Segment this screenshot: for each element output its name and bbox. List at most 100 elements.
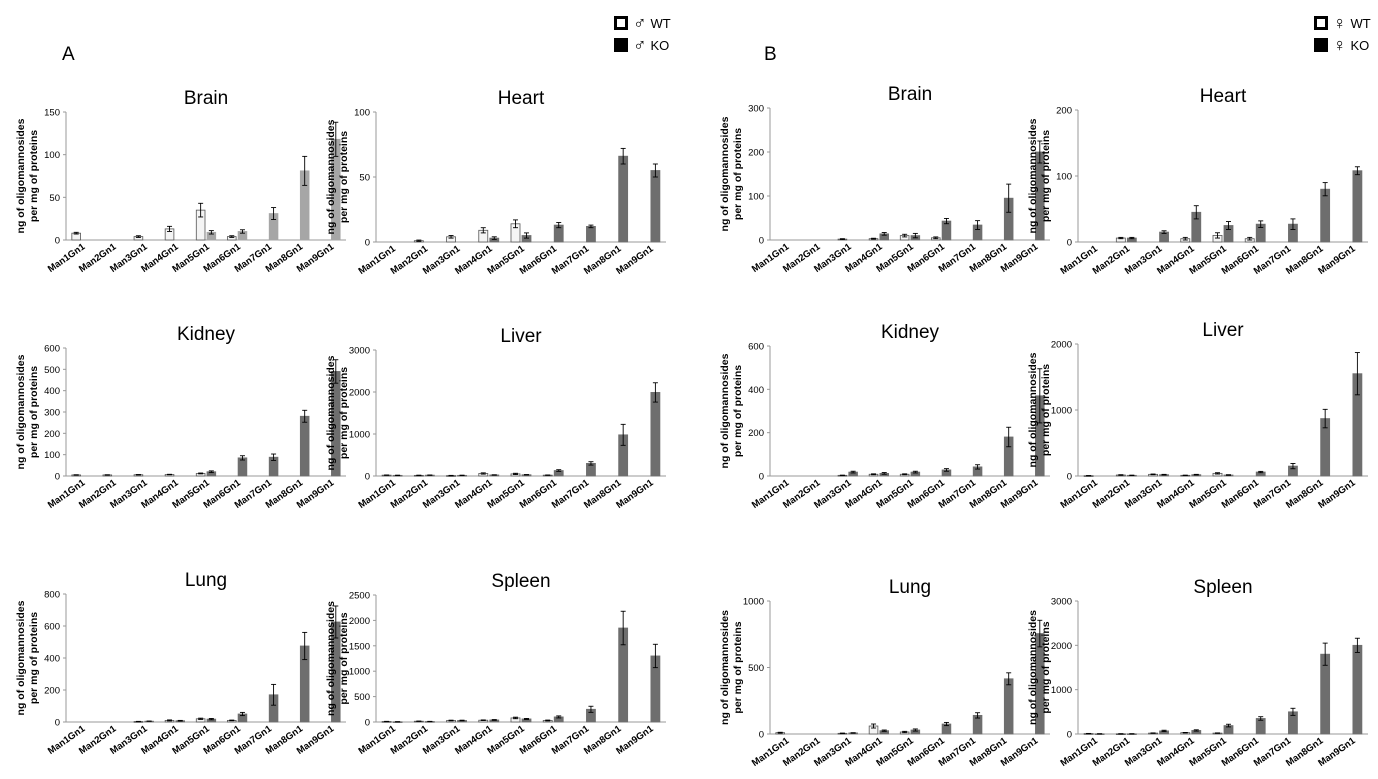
- error-bar: [1118, 236, 1124, 240]
- ko-swatch: [1314, 38, 1328, 52]
- error-bar: [1193, 205, 1199, 220]
- male-symbol-icon: ♂: [633, 35, 647, 55]
- error-bar: [513, 716, 518, 720]
- error-bar: [1037, 619, 1043, 648]
- female-symbol-icon: ♀: [1333, 35, 1347, 55]
- error-bar: [871, 237, 877, 240]
- y-tick-label: 400: [748, 385, 764, 396]
- y-tick-label: 3000: [349, 346, 370, 357]
- error-bar: [850, 470, 856, 474]
- chart-title: Kidney: [177, 324, 236, 345]
- error-bar: [491, 719, 497, 721]
- error-bar: [588, 224, 594, 229]
- chart-b-lung: Lung ng of oligomannosidesper mg of prote…: [719, 577, 1050, 769]
- legend-male-wt: ♂ WT: [614, 12, 671, 34]
- error-bar: [448, 719, 454, 722]
- chart-title: Brain: [888, 84, 932, 105]
- error-bar: [943, 721, 949, 727]
- error-bar: [588, 461, 594, 466]
- error-bar: [652, 163, 658, 178]
- error-bar: [229, 719, 235, 722]
- y-axis-label: ng of oligomannosidesper mg of proteins: [1027, 352, 1052, 467]
- error-bar: [912, 232, 918, 239]
- y-axis-label: ng of oligomannosidesper mg of proteins: [325, 601, 350, 716]
- error-bar: [902, 233, 908, 238]
- panel-label-a: A: [62, 44, 75, 65]
- bar-ko-man9gn1: [650, 170, 661, 243]
- y-tick-label: 2000: [1051, 641, 1072, 652]
- legend-female-wt: ♀ WT: [1314, 12, 1371, 34]
- error-bar: [881, 472, 887, 475]
- error-bar: [652, 643, 658, 669]
- error-bar: [524, 232, 529, 239]
- y-tick-label: 0: [1067, 472, 1072, 483]
- bar-ko-man9gn1: [650, 392, 661, 477]
- error-bar: [198, 717, 204, 720]
- x-tick-label: Man9Gn1: [614, 477, 656, 511]
- bar-ko-man7gn1: [586, 225, 596, 243]
- error-bar: [208, 470, 214, 474]
- legend-label: WT: [1350, 15, 1371, 31]
- error-bar: [902, 730, 908, 734]
- x-tick-label: Man9Gn1: [614, 243, 656, 277]
- y-tick-label: 400: [44, 654, 60, 665]
- bar-ko-man9gn1: [1352, 644, 1363, 735]
- bar-ko-man8gn1: [618, 155, 629, 243]
- error-bar: [556, 222, 562, 229]
- error-bar: [1290, 463, 1296, 470]
- y-tick-label: 1000: [743, 597, 764, 608]
- y-tick-label: 200: [748, 428, 764, 439]
- error-bar: [975, 464, 981, 470]
- chart-a-heart: Heart ng of oligomannosidesper mg of prot…: [325, 88, 666, 277]
- error-bar: [1354, 352, 1360, 396]
- y-tick-label: 100: [44, 150, 60, 161]
- y-tick-label: 100: [44, 450, 60, 461]
- error-bar: [588, 705, 594, 713]
- bar-ko-man6gn1: [1255, 718, 1266, 735]
- y-tick-label: 100: [748, 192, 764, 203]
- error-bar: [302, 409, 308, 423]
- error-bar: [1150, 473, 1156, 476]
- y-tick-label: 0: [759, 472, 764, 483]
- y-axis-label: ng of oligomannosidesper mg of proteins: [719, 610, 744, 725]
- bar-ko-man8gn1: [1320, 653, 1331, 735]
- y-tick-label: 600: [44, 344, 60, 355]
- y-tick-label: 150: [44, 108, 60, 119]
- error-bar: [333, 359, 339, 384]
- y-tick-label: 0: [1067, 730, 1072, 741]
- error-bar: [556, 469, 562, 472]
- y-axis-label: ng of oligomannosidesper mg of proteins: [325, 119, 350, 234]
- error-bar: [167, 225, 173, 232]
- legend-female-ko: ♀ KO: [1314, 34, 1371, 56]
- error-bar: [239, 711, 245, 717]
- error-bar: [1118, 474, 1124, 476]
- chart-title: Heart: [498, 88, 545, 109]
- bar-ko-man6gn1: [237, 457, 248, 477]
- error-bar: [652, 382, 658, 403]
- y-axis-label: ng of oligomannosidesper mg of proteins: [325, 355, 350, 470]
- ko-swatch: [614, 38, 628, 52]
- error-bar: [513, 472, 518, 475]
- chart-b-heart: Heart ng of oligomannosidesper mg of prot…: [1027, 86, 1368, 277]
- y-tick-label: 200: [1056, 106, 1072, 117]
- error-bar: [459, 719, 465, 722]
- error-bar: [1258, 716, 1264, 721]
- error-bar: [1258, 470, 1264, 474]
- error-bar: [839, 238, 845, 241]
- error-bar: [1006, 672, 1012, 686]
- legend-label: KO: [1350, 37, 1370, 53]
- error-bar: [208, 230, 214, 235]
- error-bar: [1129, 236, 1135, 240]
- error-bar: [1322, 408, 1328, 429]
- error-bar: [1226, 221, 1231, 230]
- error-bar: [1006, 426, 1012, 448]
- error-bar: [1215, 232, 1220, 239]
- error-bar: [1354, 637, 1360, 653]
- error-bar: [1215, 472, 1220, 475]
- y-tick-label: 600: [748, 342, 764, 353]
- error-bar: [545, 719, 551, 722]
- error-bar: [1322, 182, 1328, 197]
- error-bar: [912, 470, 918, 474]
- error-bar: [1161, 230, 1167, 234]
